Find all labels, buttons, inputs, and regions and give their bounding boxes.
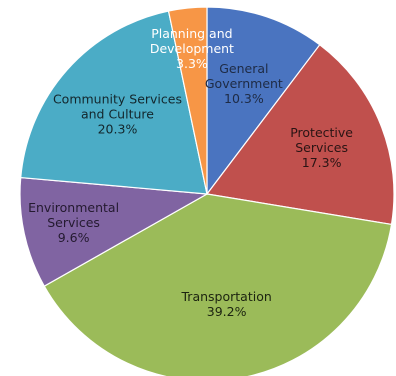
slice-label-environmental-services: Environmental Services 9.6% [28, 200, 119, 245]
slice-percent: 17.3% [302, 155, 342, 170]
pie-slice-protective-services [205, 43, 395, 226]
pie-slice-environmental-services [19, 176, 209, 287]
slice-label-line: Environmental [28, 200, 119, 215]
slice-percent: 3.3% [176, 56, 208, 71]
slice-label-planning-and-development: Planning and Development 3.3% [150, 26, 234, 71]
pie-slice-community-services-and-culture [20, 10, 208, 195]
slice-label-line: Government [205, 76, 283, 91]
slice-percent: 10.3% [224, 91, 264, 106]
slice-label-line: Development [150, 41, 234, 56]
slice-label-protective-services: Protective Services 17.3% [290, 125, 353, 170]
slice-label-line: Community Services [53, 92, 182, 107]
slice-label-community-services-and-culture: Community Services and Culture 20.3% [53, 92, 182, 137]
slice-label-line: Planning and [151, 26, 232, 41]
slice-label-general-government: General Government 10.3% [205, 61, 283, 106]
slice-label-line: Protective [290, 125, 353, 140]
slice-label-line: Transportation [181, 289, 272, 304]
pie-slice-transportation [43, 193, 393, 376]
slice-label-line: Services [295, 140, 348, 155]
slice-percent: 9.6% [58, 230, 90, 245]
slice-label-line: and Culture [81, 107, 154, 122]
slice-percent: 39.2% [207, 304, 247, 319]
pie-slice-general-government [206, 6, 321, 196]
slice-label-line: Services [47, 215, 100, 230]
slice-label-transportation: Transportation 39.2% [181, 289, 272, 319]
pie-slice-planning-and-development [167, 6, 208, 195]
slice-percent: 20.3% [98, 122, 138, 137]
slice-label-line: General [219, 61, 268, 76]
